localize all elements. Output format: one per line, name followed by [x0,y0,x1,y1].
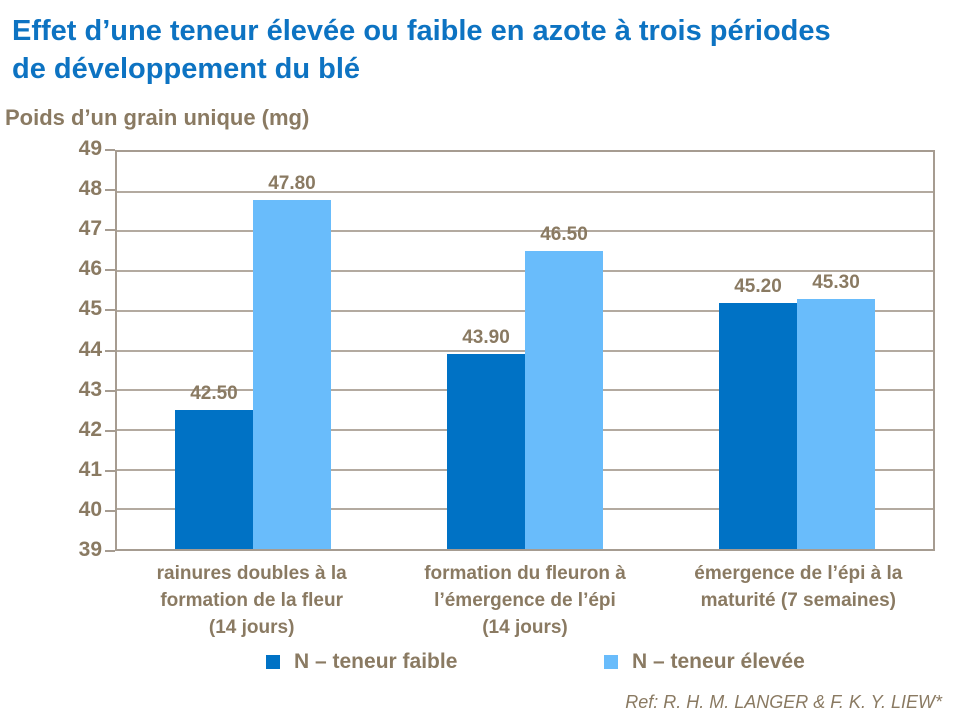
y-tick-mark-44 [105,349,115,352]
y-tick-mark-39 [105,550,115,552]
y-tick-mark-49 [105,149,115,151]
y-tick-mark-45 [105,309,115,312]
y-tick-label-42: 42 [78,417,102,441]
y-tick-label-44: 44 [78,337,102,361]
bar-value-label: 47.80 [268,172,316,194]
legend-label-teneur-faible: N – teneur faible [294,650,458,673]
y-tick-label-39: 39 [78,538,102,561]
bar-series2-cat2 [525,251,603,549]
x-category-label-line: émergence de l’épi à la [694,563,903,584]
chart-legend: N – teneur faible N – teneur élevée [0,650,960,676]
page-title-line2: de développement du blé [12,53,361,85]
y-tick-label-41: 41 [78,457,102,481]
gridline-47 [117,230,933,233]
x-category-label-line: rainures doubles à la [156,563,347,584]
bar-value-label: 46.50 [540,224,588,246]
legend-swatch-teneur-elevee [604,655,618,669]
y-tick-mark-42 [105,429,115,432]
bar-series2-cat1 [252,199,331,549]
x-category-label-line: formation du fleuron à [424,563,626,584]
bar-series1-cat1 [174,410,253,549]
bar-value-label: 45.20 [734,275,782,297]
y-tick-mark-40 [105,509,115,512]
bar-value-label: 45.30 [812,271,860,293]
legend-item-teneur-faible: N – teneur faible [266,650,457,674]
x-category-label-line: maturité (7 semaines) [700,590,896,611]
x-category-label-line: l’émergence de l’épi [434,590,616,611]
x-category-label-line: (14 jours) [208,617,295,638]
y-tick-label-47: 47 [78,217,102,241]
x-category-label-1: rainures doubles à la formation de la fle… [117,560,387,641]
gridline-48 [117,190,933,193]
y-tick-mark-47 [105,229,115,232]
bar-chart-plot-area: 42.50 43.90 45.20 47.80 46.50 45.30 [115,150,935,551]
y-tick-mark-48 [105,189,115,192]
reference-text: Ref: R. H. M. LANGER & F. K. Y. LIEW* [625,692,942,712]
y-tick-label-45: 45 [78,297,102,321]
y-tick-label-48: 48 [78,177,102,201]
y-axis-title: Poids d’un grain unique (mg) [5,105,310,130]
y-tick-mark-46 [105,269,115,272]
x-category-label-line: (14 jours) [482,617,568,638]
y-tick-mark-41 [105,469,115,472]
bar-series1-cat2 [447,354,525,549]
legend-item-teneur-elevee: N – teneur élevée [604,650,805,674]
y-tick-label-49: 49 [78,137,102,160]
bar-value-label: 42.50 [190,383,238,405]
bar-series1-cat3 [719,302,797,549]
y-tick-mark-43 [105,389,115,392]
x-category-label-3: émergence de l’épi à la maturité (7 semai… [663,560,933,614]
y-tick-label-46: 46 [78,257,102,281]
y-tick-label-40: 40 [78,497,102,521]
x-category-label-line: formation de la fleur [160,590,343,611]
legend-swatch-teneur-faible [266,655,280,669]
bar-value-label: 43.90 [462,327,510,349]
page-title: Effet d’une teneur élevée ou faible en a… [12,12,952,88]
y-tick-label-43: 43 [78,377,102,401]
page-title-line1: Effet d’une teneur élevée ou faible en a… [12,15,831,47]
x-category-label-2: formation du fleuron à l’émergence de l’é… [390,560,660,641]
bar-series2-cat3 [797,298,875,549]
legend-label-teneur-elevee: N – teneur élevée [632,650,805,673]
